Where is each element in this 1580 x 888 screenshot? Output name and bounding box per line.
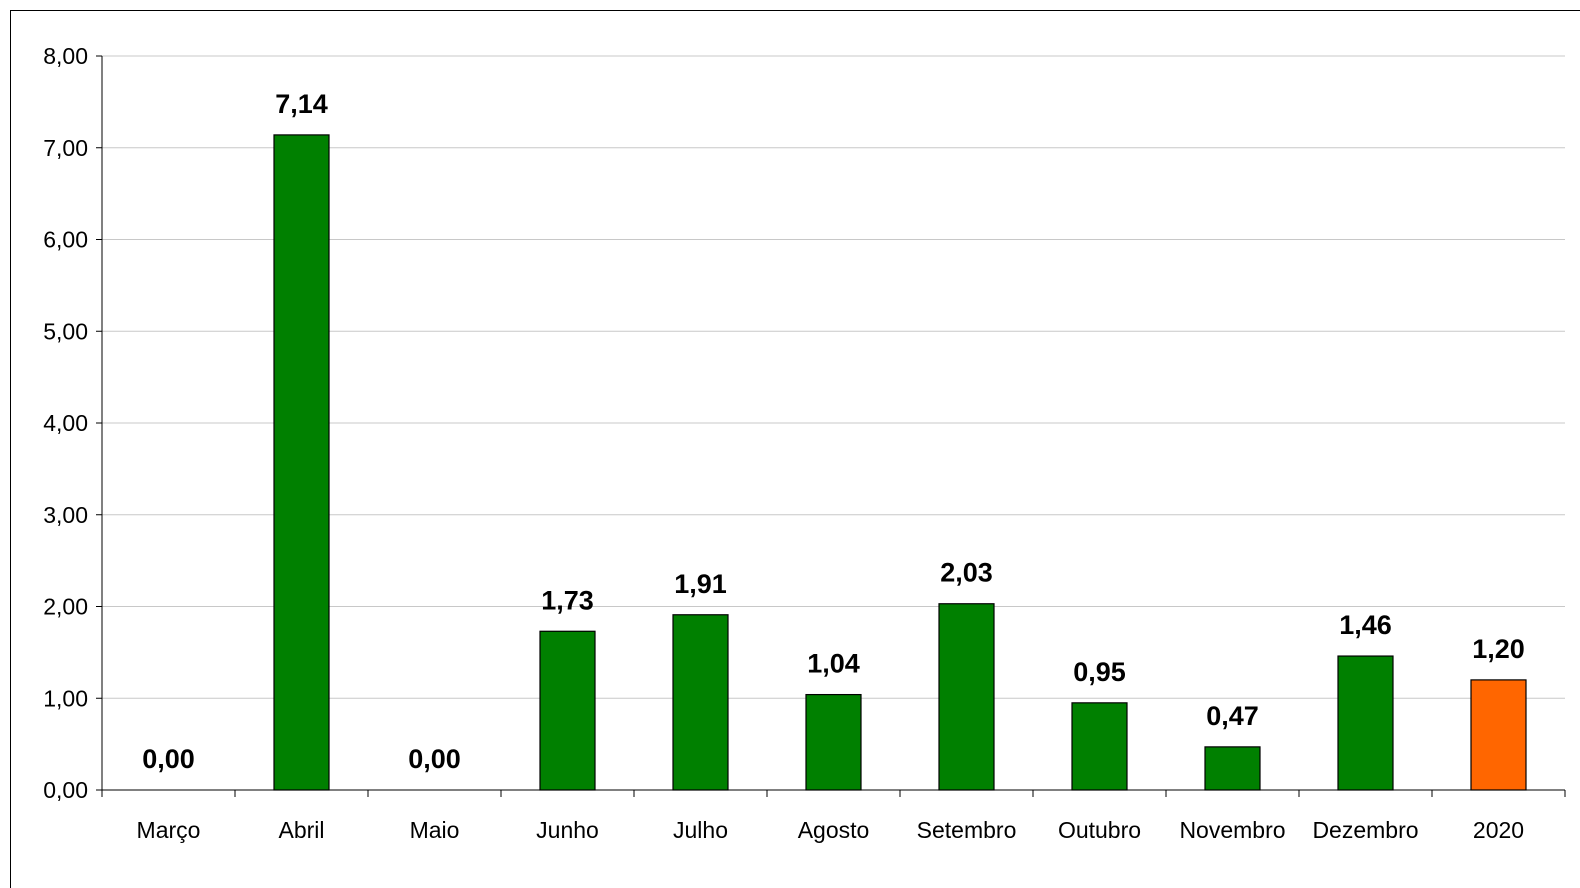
data-label: 0,00 — [408, 744, 461, 774]
bars — [273, 134, 1527, 791]
bar — [938, 603, 995, 791]
bar — [1337, 655, 1394, 791]
x-tick-label: Julho — [673, 817, 728, 843]
y-tick-label: 7,00 — [43, 135, 88, 161]
data-label: 7,14 — [275, 89, 328, 119]
bar — [273, 134, 330, 791]
y-axis-ticks: 0,00 1,00 2,00 3,00 4,00 5,00 6,00 7,00 8,00 — [43, 43, 102, 803]
data-label: 0,95 — [1073, 657, 1126, 687]
data-label: 0,00 — [142, 744, 195, 774]
x-tick-label: Maio — [410, 817, 460, 843]
bar — [672, 614, 729, 791]
bar — [1071, 702, 1128, 791]
x-tick-label: Abril — [278, 817, 324, 843]
x-tick-label: Junho — [536, 817, 599, 843]
x-tick-label: Outubro — [1058, 817, 1141, 843]
y-tick-label: 0,00 — [43, 777, 88, 803]
y-tick-label: 6,00 — [43, 227, 88, 253]
y-tick-label: 4,00 — [43, 410, 88, 436]
chart-frame — [10, 10, 1580, 888]
y-tick-label: 3,00 — [43, 502, 88, 528]
data-label: 1,91 — [674, 569, 727, 599]
y-tick-label: 5,00 — [43, 318, 88, 344]
x-axis-ticks: Março Abril Maio Junho Julho Agosto Setembro Ou… — [101, 790, 1566, 843]
data-label: 0,47 — [1206, 701, 1259, 731]
y-tick-label: 2,00 — [43, 594, 88, 620]
data-label: 1,04 — [807, 649, 860, 679]
y-tick-label: 8,00 — [43, 43, 88, 69]
x-tick-label: 2020 — [1473, 817, 1524, 843]
bar — [1470, 679, 1527, 791]
data-label: 1,20 — [1472, 634, 1525, 664]
data-labels: 0,00 7,14 0,00 1,73 1,91 1,04 2,03 0,95 0,47 1,46… — [142, 89, 1525, 774]
x-tick-label: Dezembro — [1312, 817, 1418, 843]
x-tick-label: Novembro — [1179, 817, 1285, 843]
data-label: 1,46 — [1339, 610, 1392, 640]
y-tick-label: 1,00 — [43, 685, 88, 711]
bar — [1204, 746, 1261, 791]
bar — [805, 693, 862, 791]
bar — [539, 630, 596, 791]
x-tick-label: Setembro — [917, 817, 1017, 843]
data-label: 1,73 — [541, 585, 594, 615]
x-tick-label: Março — [137, 817, 201, 843]
x-tick-label: Agosto — [798, 817, 870, 843]
data-label: 2,03 — [940, 558, 993, 588]
